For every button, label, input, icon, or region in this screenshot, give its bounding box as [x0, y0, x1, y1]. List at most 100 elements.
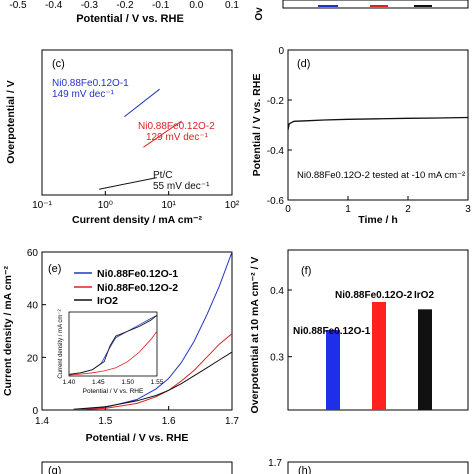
panel-d-x-tick-label: 3 — [465, 204, 471, 215]
panel-f-label: (f) — [301, 265, 311, 277]
panel-d-annotation: Ni0.88Fe0.12O-2 tested at -10 mA cm⁻² — [297, 170, 465, 181]
panel-f-y-ticks: 0.3 0.4 — [270, 286, 292, 364]
panel-f: (f) 0.3 0.4 Overpotential at 10 mA cm⁻² /… — [249, 249, 469, 414]
top-strip: -0.5 -0.4 -0.3 -0.2 -0.1 0.0 0.1 Potential / V… — [9, 0, 469, 25]
panel-c-series-2-label: Ni0.88Fe0.12O-2 — [138, 121, 215, 132]
panel-c-series-2-slope: 129 mV dec⁻¹ — [146, 132, 209, 143]
inset-xlabel: Potential / V vs. RHE — [83, 388, 144, 395]
inset-x-tick-label: 1.45 — [92, 379, 105, 386]
panel-f-y-tick-label: 0.4 — [270, 286, 284, 297]
panel-f-bars — [326, 302, 432, 410]
inset-x-tick-label: 1.50 — [121, 379, 134, 386]
bottom-strip-right-frame — [287, 461, 469, 474]
legend-label-series-3: IrO2 — [97, 295, 118, 307]
panel-e-series — [73, 251, 233, 411]
bottom-strip-right-tick: 1.7 — [268, 458, 282, 469]
panel-c-series-3-label: Pt/C — [153, 170, 172, 181]
top-strip-tick-label: -0.2 — [116, 0, 134, 11]
bar-label-3: IrO2 — [414, 290, 434, 301]
top-strip-tick-labels: -0.5 -0.4 -0.3 -0.2 -0.1 0.0 0.1 — [9, 0, 239, 11]
legend-label-series-1: Ni0.88Fe0.12O-1 — [97, 268, 178, 280]
inset-series-line-2 — [68, 330, 158, 376]
panel-e-y-tick-label: 60 — [27, 248, 39, 259]
panel-c-series-3-slope: 55 mV dec⁻¹ — [153, 181, 210, 192]
panel-e-y-ticks: 0 20 40 60 — [27, 248, 46, 417]
bar-1 — [326, 330, 340, 410]
panel-d-y-tick-label: -0.2 — [267, 96, 285, 107]
panel-e-ylabel: Current density / mA cm⁻² — [2, 265, 14, 396]
top-strip-xlabel: Potential / V vs. RHE — [76, 13, 184, 25]
panel-e-x-tick-label: 1.5 — [98, 416, 112, 427]
panel-f-y-tick-label: 0.3 — [270, 353, 284, 364]
panel-e: (e) 0 20 40 60 1.4 1.5 1.6 1.7 Potential / V v… — [2, 248, 239, 444]
panel-f-ylabel: Overpotential at 10 mA cm⁻² / V — [249, 257, 261, 414]
bar-label-1: Ni0.88Fe0.12O-1 — [293, 326, 371, 337]
panel-d-x-ticks: 0 1 2 3 — [285, 196, 471, 215]
panel-c-x-tick-label: 10⁻¹ — [32, 200, 52, 211]
panel-c-label: (c) — [52, 58, 65, 70]
top-strip-tick-label: -0.3 — [81, 0, 99, 11]
top-strip-tick-label: -0.5 — [9, 0, 27, 11]
panel-d-y-tick-label: -0.6 — [267, 196, 285, 207]
panel-e-label: (e) — [48, 263, 61, 275]
inset-x-tick-label: 1.55 — [151, 379, 164, 386]
bar-3 — [418, 309, 432, 410]
panel-e-inset: 1.40 1.45 1.50 1.55 Potential / V vs. RHE C… — [58, 309, 164, 395]
top-strip-tick-label: -0.4 — [45, 0, 63, 11]
panel-d-y-tick-label: 0 — [278, 46, 284, 57]
bottom-strip: (g) (h) 1.7 — [41, 458, 469, 474]
panel-d-frame — [287, 49, 469, 201]
top-strip-tick-label: 0.0 — [189, 0, 203, 11]
panel-c-x-tick-label: 10¹ — [161, 200, 176, 211]
inset-series — [68, 314, 158, 376]
inset-x-ticks: 1.40 1.45 1.50 1.55 — [63, 379, 164, 386]
inset-x-tick-label: 1.40 — [63, 379, 76, 386]
panel-e-x-tick-label: 1.4 — [35, 416, 49, 427]
panel-d-x-tick-label: 2 — [405, 204, 411, 215]
panel-c-x-tick-label: 10² — [225, 200, 240, 211]
panel-d-x-tick-label: 0 — [285, 204, 291, 215]
top-strip-right-label-fragment: Ov — [254, 7, 265, 21]
top-strip-right-frame — [282, 0, 469, 9]
top-strip-tick-label: -0.1 — [152, 0, 170, 11]
top-strip-tick-label: 0.1 — [225, 0, 239, 11]
inset-frame — [68, 311, 158, 377]
panel-c-ylabel: Overpotential / V — [5, 80, 17, 163]
panel-e-legend: Ni0.88Fe0.12O-1 Ni0.88Fe0.12O-2 IrO2 — [74, 268, 178, 307]
panel-e-series-line-2 — [73, 333, 233, 411]
panel-e-frame — [41, 251, 233, 411]
bar-2 — [372, 302, 386, 410]
panel-d-y-ticks: 0 -0.2 -0.4 -0.6 — [267, 46, 292, 207]
bottom-strip-left-frame — [41, 461, 233, 474]
panel-d-y-tick-label: -0.4 — [267, 146, 285, 157]
bottom-strip-left-label: (g) — [48, 465, 61, 474]
panel-d-series — [287, 116, 469, 131]
panel-e-x-ticks: 1.4 1.5 1.6 1.7 — [35, 406, 239, 427]
panel-d-xlabel: Time / h — [358, 214, 397, 226]
panel-d-label: (d) — [297, 58, 310, 70]
panel-d-x-tick-label: 1 — [345, 204, 351, 215]
panel-c: (c) 10⁻¹ 10⁰ 10¹ 10² Current density / mA c… — [5, 49, 240, 226]
panel-c-x-ticks: 10⁻¹ 10⁰ 10¹ 10² — [32, 191, 240, 211]
panel-c-series-1-label: Ni0.88Fe0.12O-1 — [52, 78, 129, 89]
legend-label-series-2: Ni0.88Fe0.12O-2 — [97, 282, 178, 294]
panel-e-x-tick-label: 1.7 — [225, 416, 239, 427]
panel-e-y-tick-label: 20 — [27, 353, 39, 364]
panel-e-y-tick-label: 40 — [27, 301, 39, 312]
panel-e-xlabel: Potential / V vs. RHE — [86, 432, 189, 444]
panel-c-frame — [41, 49, 233, 196]
panel-d-series-line-1 — [287, 116, 469, 131]
panel-c-series-1-slope: 149 mV dec⁻¹ — [52, 89, 115, 100]
panel-c-series — [99, 88, 182, 190]
panel-c-series-line-3 — [99, 177, 157, 190]
inset-ylabel: Current density / mA cm⁻² — [58, 309, 64, 378]
panel-c-x-tick-label: 10⁰ — [98, 200, 113, 211]
panel-c-series-line-2 — [143, 120, 182, 148]
panel-c-xlabel: Current density / mA cm⁻² — [72, 214, 203, 226]
bottom-strip-right-label: (h) — [298, 465, 311, 474]
bar-label-2: Ni0.88Fe0.12O-2 — [335, 290, 413, 301]
panel-d: (d) 0 -0.2 -0.4 -0.6 0 1 2 3 Time / h Potentia… — [251, 46, 471, 226]
panel-d-ylabel: Potential / V vs. RHE — [251, 74, 263, 177]
panel-e-y-tick-label: 0 — [32, 406, 38, 417]
